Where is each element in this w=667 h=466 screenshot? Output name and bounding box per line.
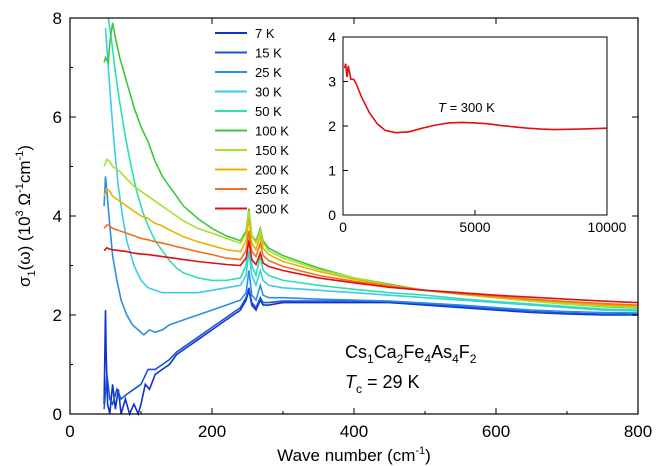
series-line-0 <box>103 290 638 417</box>
inset-series-line-0 <box>343 63 608 134</box>
inset-y-tick-label: 1 <box>328 163 336 179</box>
x-axis-label: Wave number (cm-1) <box>277 445 431 465</box>
y-axis-label: σ1(ω) (103 Ω-1cm-1) <box>14 145 38 287</box>
y-tick-label: 8 <box>53 9 62 28</box>
legend-label-9: 300 K <box>255 202 289 217</box>
compound-formula: Cs1Ca2Fe4As4F2 <box>345 342 477 366</box>
legend-label-5: 100 K <box>255 124 289 139</box>
inset-series-lines <box>343 63 608 134</box>
legend-label-0: 7 K <box>255 26 275 41</box>
inset-y-tick-label: 4 <box>328 29 336 45</box>
series-line-1 <box>103 287 639 410</box>
x-tick-label: 800 <box>624 422 652 441</box>
critical-temperature: Tc = 29 K <box>345 372 420 396</box>
y-tick-label: 2 <box>53 306 62 325</box>
inset-x-tick-label: 5000 <box>459 219 490 235</box>
y-tick-label: 6 <box>53 108 62 127</box>
y-tick-label: 0 <box>53 405 62 424</box>
legend: 7 K 15 K 25 K 30 K 50 K 100 K 150 K 200 K 250 K 3… <box>215 26 289 217</box>
x-tick-label: 400 <box>340 422 368 441</box>
main-series-lines <box>103 17 639 417</box>
y-tick-label: 4 <box>53 207 62 226</box>
x-tick-label: 600 <box>482 422 510 441</box>
inset-y-tick-label: 0 <box>328 207 336 223</box>
series-line-2 <box>103 176 639 336</box>
inset-axis-ticks: 0 5000 10000 0 1 2 3 4 <box>328 29 626 235</box>
inset-chart: 0 5000 10000 0 1 2 3 4 T = 300 K <box>328 29 626 235</box>
series-line-9 <box>103 240 639 304</box>
legend-label-6: 150 K <box>255 143 289 158</box>
legend-label-1: 15 K <box>255 46 282 61</box>
series-line-3 <box>104 27 639 312</box>
legend-label-2: 25 K <box>255 65 282 80</box>
inset-x-tick-label: 10000 <box>588 219 627 235</box>
legend-label-8: 250 K <box>255 182 289 197</box>
x-tick-label: 200 <box>198 422 226 441</box>
legend-label-7: 200 K <box>255 163 289 178</box>
inset-y-tick-label: 2 <box>328 118 336 134</box>
inset-temperature-label: T = 300 K <box>438 100 495 115</box>
x-tick-label: 0 <box>65 422 74 441</box>
legend-label-4: 50 K <box>255 104 282 119</box>
inset-y-tick-label: 3 <box>328 74 336 90</box>
inset-x-tick-label: 0 <box>339 219 347 235</box>
legend-label-3: 30 K <box>255 85 282 100</box>
inset-background <box>343 37 607 215</box>
